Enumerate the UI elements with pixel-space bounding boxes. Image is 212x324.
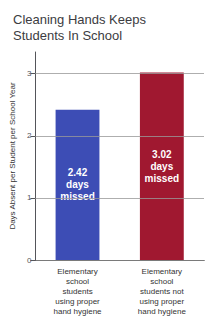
svg-text:Elementary: Elementary	[57, 267, 97, 276]
svg-text:school: school	[66, 277, 89, 286]
svg-text:students not: students not	[140, 287, 184, 296]
svg-text:students: students	[62, 287, 92, 296]
svg-text:hand hygiene: hand hygiene	[53, 307, 102, 316]
svg-text:Elementary: Elementary	[142, 267, 182, 276]
svg-text:using proper: using proper	[140, 297, 185, 306]
svg-text:missed: missed	[145, 173, 179, 184]
svg-text:3.02: 3.02	[152, 149, 172, 160]
svg-text:1: 1	[27, 193, 32, 202]
svg-text:0: 0	[27, 256, 32, 265]
svg-text:using proper: using proper	[55, 297, 100, 306]
svg-text:days: days	[150, 161, 173, 172]
svg-text:days: days	[66, 179, 89, 190]
svg-text:Days Absent per Student per Sc: Days Absent per Student per School Year	[8, 82, 17, 230]
svg-text:school: school	[150, 277, 173, 286]
svg-text:Cleaning Hands Keeps: Cleaning Hands Keeps	[13, 12, 146, 27]
svg-text:2: 2	[27, 131, 32, 140]
svg-text:missed: missed	[60, 191, 94, 202]
svg-text:2.42: 2.42	[68, 167, 88, 178]
svg-text:3: 3	[27, 69, 32, 78]
svg-text:Students In School: Students In School	[13, 28, 122, 43]
svg-text:hand hygiene: hand hygiene	[138, 307, 187, 316]
